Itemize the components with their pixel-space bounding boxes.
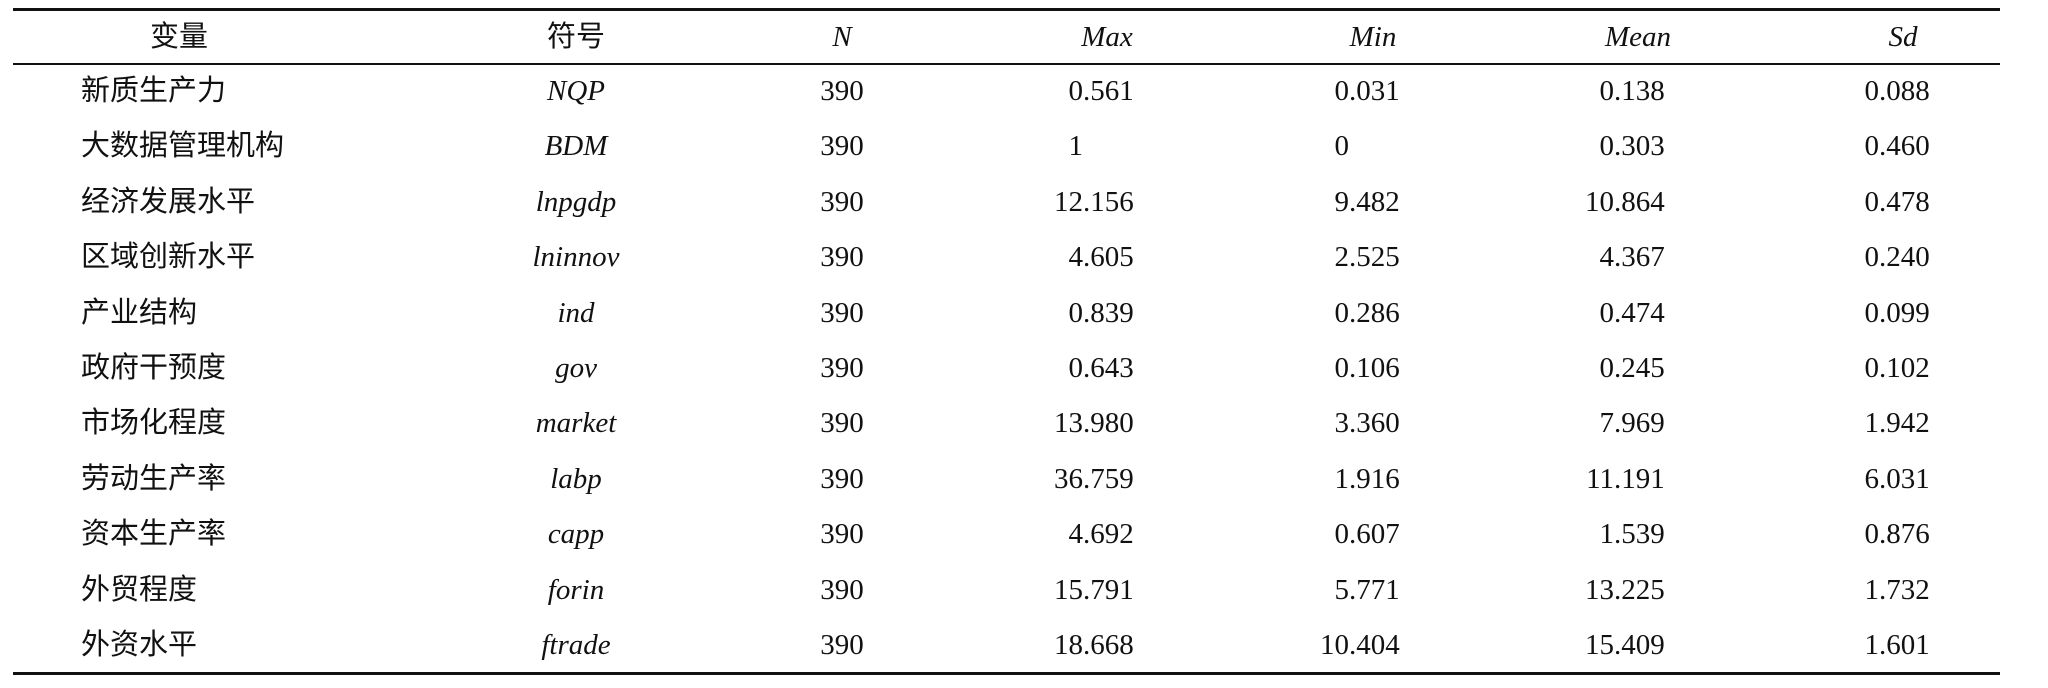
symbol: ftrade [541, 629, 611, 661]
stat-value: 4.367 [1599, 241, 1665, 274]
count: 390 [820, 573, 864, 606]
header-cell: Min [1349, 21, 1397, 53]
stat-value: 4.605 [1068, 241, 1134, 274]
stat-value: 0.460 [1864, 130, 1930, 163]
stat-value: 0.106 [1334, 352, 1400, 384]
header-cell: 符号 [546, 21, 605, 53]
top-rule [13, 8, 2000, 11]
symbol: lninnov [532, 241, 620, 274]
symbol: market [535, 407, 617, 440]
count: 390 [820, 75, 864, 107]
bottom-rule [13, 672, 2000, 675]
header-cell: 变量 [149, 21, 208, 53]
stat-value: 5.771 [1334, 573, 1400, 606]
stat-value: 13.225 [1585, 573, 1665, 606]
count: 390 [820, 352, 864, 384]
symbol: labp [550, 462, 602, 495]
variable-name: 区域创新水平 [81, 241, 256, 274]
variable-name: 经济发展水平 [81, 185, 256, 218]
stat-value: 7.969 [1599, 407, 1665, 440]
count: 390 [820, 462, 864, 495]
variable-name: 政府干预度 [81, 352, 227, 384]
stat-value: 0.876 [1864, 518, 1930, 551]
variable-name: 新质生产力 [81, 75, 227, 107]
stat-value: 1.732 [1864, 573, 1930, 606]
count: 390 [820, 185, 864, 218]
header-rule [13, 63, 2000, 65]
stat-value: 0.478 [1864, 185, 1930, 218]
variable-name: 大数据管理机构 [81, 130, 285, 163]
stat-value: 0.643 [1068, 352, 1134, 384]
stat-value: 0.303 [1599, 130, 1665, 163]
variable-name: 外资水平 [81, 629, 198, 661]
count: 390 [820, 241, 864, 274]
count: 390 [820, 518, 864, 551]
stat-value: 9.482 [1334, 185, 1400, 218]
stat-value: 12.156 [1054, 185, 1134, 218]
symbol: NQP [547, 75, 605, 107]
stat-value: 36.759 [1054, 462, 1134, 495]
header-cell: N [832, 21, 852, 53]
symbol: BDM [544, 130, 608, 163]
stat-value: 18.668 [1054, 629, 1134, 661]
stat-value: 0.138 [1599, 75, 1665, 107]
variable-name: 外贸程度 [81, 573, 198, 606]
stat-value: 0.474 [1599, 296, 1665, 329]
stat-value: 1.942 [1864, 407, 1930, 440]
count: 390 [820, 296, 864, 329]
stat-value: 0.088 [1864, 75, 1930, 107]
stat-value: 3.360 [1334, 407, 1400, 440]
stat-value: 1.539 [1599, 518, 1665, 551]
variable-name: 资本生产率 [81, 518, 227, 551]
stat-value: 13.980 [1054, 407, 1134, 440]
stat-value: 1 [1068, 130, 1084, 163]
stat-value: 0.031 [1334, 75, 1400, 107]
stat-value: 11.191 [1586, 462, 1665, 495]
header-cell: Max [1081, 21, 1133, 53]
header-cell: Sd [1888, 21, 1918, 53]
header-cell: Mean [1604, 21, 1672, 53]
stat-value: 15.791 [1054, 573, 1134, 606]
count: 390 [820, 407, 864, 440]
variable-name: 劳动生产率 [81, 462, 227, 495]
symbol: gov [555, 352, 597, 384]
variable-name: 产业结构 [81, 296, 198, 329]
variable-name: 市场化程度 [81, 407, 227, 440]
stat-value: 1.916 [1334, 462, 1400, 495]
stat-value: 10.404 [1320, 629, 1400, 661]
count: 390 [820, 629, 864, 661]
stat-value: 0.286 [1334, 296, 1400, 329]
stat-value: 4.692 [1068, 518, 1134, 551]
stat-value: 0.245 [1599, 352, 1665, 384]
stat-value: 0.561 [1068, 75, 1134, 107]
stat-value: 0.240 [1864, 241, 1930, 274]
symbol: ind [557, 296, 595, 329]
stat-value: 10.864 [1585, 185, 1665, 218]
stat-value: 0.839 [1068, 296, 1134, 329]
symbol: lnpgdp [535, 185, 617, 218]
stat-value: 6.031 [1864, 462, 1930, 495]
symbol: forin [547, 573, 605, 606]
count: 390 [820, 130, 864, 163]
stat-value: 15.409 [1585, 629, 1665, 661]
stat-value: 0.607 [1334, 518, 1400, 551]
stat-value: 0.099 [1864, 296, 1930, 329]
stat-value: 1.601 [1864, 629, 1930, 661]
stat-value: 0 [1334, 130, 1350, 163]
symbol: capp [547, 518, 605, 551]
stat-value: 0.102 [1864, 352, 1930, 384]
stat-value: 2.525 [1334, 241, 1400, 274]
